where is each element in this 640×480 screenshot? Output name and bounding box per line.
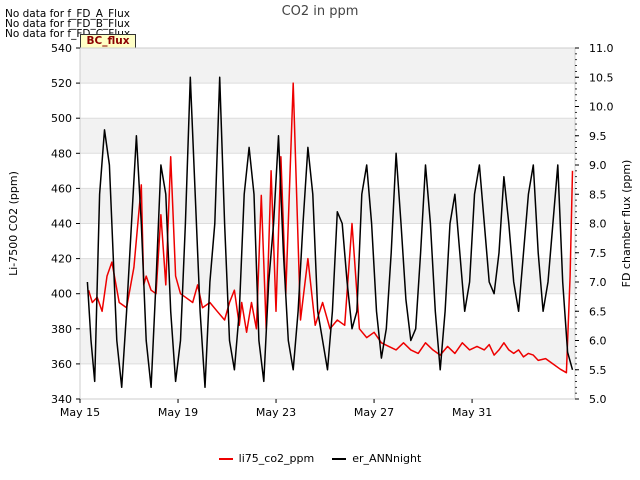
x-tick-label: May 27	[354, 406, 394, 419]
y2-axis-label: FD chamber flux (ppm)	[620, 160, 633, 288]
background-band	[80, 118, 575, 154]
chart-title: CO2 in ppm	[282, 4, 359, 19]
legend-swatch-li75	[218, 457, 233, 460]
legend: li75_co2_ppm er_ANNnight	[0, 452, 640, 465]
y-tick-label: 420	[51, 253, 72, 266]
no-data-message: No data for f_FD_B_Flux	[5, 18, 130, 30]
y-tick-label: 400	[51, 288, 72, 301]
legend-label-li75: li75_co2_ppm	[238, 452, 315, 465]
y-tick-label: 520	[51, 77, 72, 90]
background-band	[80, 153, 575, 189]
background-band	[80, 293, 575, 329]
legend-swatch-er-annnight	[332, 457, 347, 460]
y-tick-label: 460	[51, 182, 72, 195]
series-line-er_ANNnight	[86, 76, 574, 389]
y2-tick-label: 5.5	[589, 364, 607, 377]
no-data-message: No data for f_FD_A_Flux	[5, 8, 130, 20]
x-axis-ticks: May 15 May 19 May 23 May 27 May 31	[60, 399, 492, 419]
y2-tick-label: 9.0	[589, 159, 607, 172]
x-tick-label: May 19	[158, 406, 198, 419]
background-band	[80, 83, 575, 119]
x-tick-label: May 15	[60, 406, 100, 419]
x-tick-label: May 31	[452, 406, 492, 419]
bc-flux-badge: BC_flux	[80, 34, 136, 49]
legend-label-er-annnight: er_ANNnight	[352, 452, 422, 465]
y2-tick-label: 10.0	[589, 101, 614, 114]
legend-item-li75: li75_co2_ppm	[218, 452, 315, 465]
y-tick-label: 340	[51, 393, 72, 406]
y-tick-label: 360	[51, 358, 72, 371]
y-tick-label: 480	[51, 147, 72, 160]
background-band	[80, 328, 575, 364]
y2-tick-label: 10.5	[589, 71, 614, 84]
y-tick-label: 380	[51, 323, 72, 336]
y2-tick-label: 6.0	[589, 335, 607, 348]
y-axis-label: Li-7500 CO2 (ppm)	[7, 171, 20, 276]
plot-background-bands	[80, 48, 575, 399]
background-band	[80, 48, 575, 84]
y-tick-label: 440	[51, 218, 72, 231]
y2-tick-label: 6.5	[589, 305, 607, 318]
no-data-message: No data for f_FD_C_Flux	[5, 28, 131, 40]
y2-axis-ticks: 5.0 5.5 6.0 6.5 7.0 7.5 8.0 8.5 9.0 9.5 10.0 10.5 11…	[575, 42, 614, 406]
legend-item-er-annnight: er_ANNnight	[332, 452, 421, 465]
y2-tick-label: 8.5	[589, 188, 607, 201]
series-line-li75_co2_ppm	[87, 82, 574, 374]
y2-tick-label: 7.0	[589, 276, 607, 289]
series-layer	[86, 76, 574, 389]
y2-tick-label: 8.0	[589, 218, 607, 231]
background-band	[80, 258, 575, 294]
y2-tick-label: 5.0	[589, 393, 607, 406]
y2-tick-label: 11.0	[589, 42, 614, 55]
y2-tick-label: 7.5	[589, 247, 607, 260]
y-axis-ticks: 340 360 380 400 420 440 460 480 500 520 540	[51, 42, 80, 406]
y-tick-label: 500	[51, 112, 72, 125]
x-tick-label: May 23	[256, 406, 296, 419]
background-band	[80, 188, 575, 224]
y2-tick-label: 9.5	[589, 130, 607, 143]
y-tick-label: 540	[51, 42, 72, 55]
